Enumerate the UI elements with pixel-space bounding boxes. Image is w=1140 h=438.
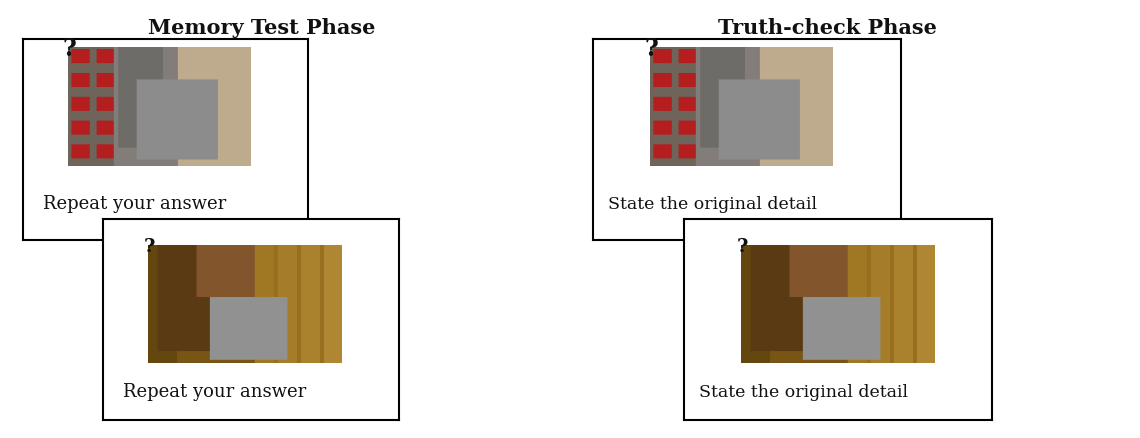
- Text: ?: ?: [144, 237, 155, 255]
- Text: ?: ?: [736, 237, 748, 255]
- Text: ?: ?: [63, 37, 76, 61]
- Text: Repeat your answer: Repeat your answer: [123, 382, 307, 400]
- Text: Repeat your answer: Repeat your answer: [43, 195, 226, 213]
- Text: ?: ?: [644, 37, 658, 61]
- Text: State the original detail: State the original detail: [700, 383, 909, 400]
- Text: State the original detail: State the original detail: [609, 196, 817, 213]
- Text: Truth-check Phase: Truth-check Phase: [718, 18, 937, 38]
- Text: Memory Test Phase: Memory Test Phase: [148, 18, 375, 38]
